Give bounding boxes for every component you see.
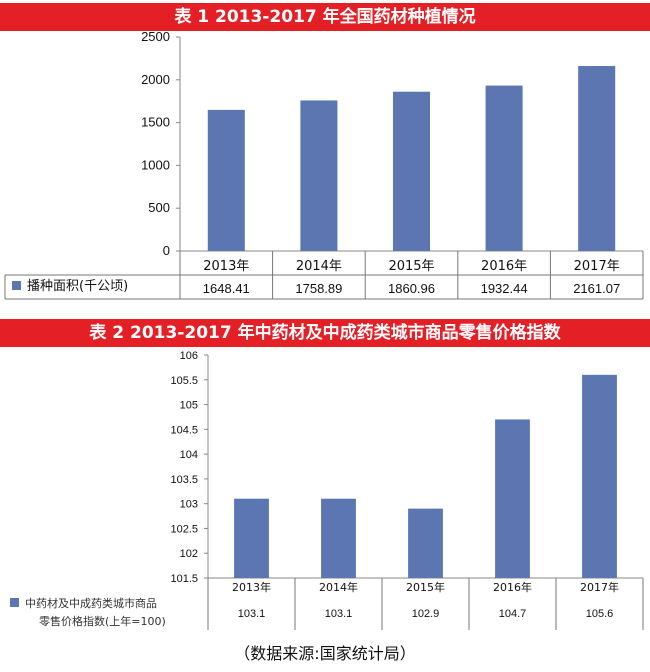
chart2-y-tick-label: 103: [180, 499, 198, 511]
chart2-value-label: 104.7: [499, 608, 527, 620]
chart2-value-label: 102.9: [412, 608, 440, 620]
chart2-category-label: 2015年: [406, 580, 445, 594]
chart1-value-label: 1648.41: [203, 281, 250, 296]
chart1-y-tick-label: 2500: [141, 29, 170, 44]
chart2-bar: [495, 419, 530, 578]
chart2-bar: [234, 498, 269, 578]
chart1-legend-label: 播种面积(千公顷): [27, 279, 128, 294]
chart1-bar: [207, 109, 245, 251]
chart1-value-label: 1758.89: [295, 281, 342, 296]
chart2-value-label: 103.1: [238, 608, 266, 620]
chart1-title: 表 1 2013-2017 年全国药材种植情况: [0, 3, 650, 31]
chart2-legend-label: 零售价格指数(上年=100): [39, 614, 166, 628]
chart1-value-label: 2161.07: [573, 281, 620, 296]
chart1-category-label: 2017年: [574, 259, 620, 274]
chart2-y-tick-label: 104: [180, 449, 198, 461]
chart1-y-tick-label: 500: [148, 200, 170, 215]
chart1-category-label: 2014年: [296, 259, 342, 274]
chart2-y-tick-label: 101.5: [170, 573, 198, 585]
chart2-y-tick-label: 102: [180, 548, 198, 560]
chart1-legend-swatch: [12, 281, 21, 290]
chart2-category-label: 2016年: [493, 580, 532, 594]
chart2-bar: [582, 374, 617, 578]
data-source-note: （数据来源:国家统计局）: [234, 644, 416, 663]
chart2-bar: [408, 508, 443, 578]
chart1-category-label: 2015年: [388, 259, 434, 274]
chart2-y-tick-label: 103.5: [170, 474, 198, 486]
chart1-bar: [578, 66, 616, 251]
chart1-bar: [392, 91, 431, 252]
chart1-value-label: 1860.96: [388, 281, 435, 296]
chart2-y-tick-label: 106: [180, 350, 198, 362]
chart1-category-label: 2016年: [481, 259, 527, 274]
chart1-y-tick-label: 1500: [141, 115, 170, 130]
chart1-category-label: 2013年: [203, 259, 249, 274]
chart1-bar: [300, 100, 338, 251]
chart2-value-label: 103.1: [325, 608, 353, 620]
chart2-y-tick-label: 105.5: [170, 375, 198, 387]
chart2-legend-swatch: [10, 598, 19, 607]
chart2-category-label: 2014年: [319, 580, 358, 594]
chart2-y-tick-label: 105: [180, 400, 198, 412]
chart2-bar: [321, 498, 356, 578]
chart2-y-tick-label: 102.5: [170, 523, 198, 535]
chart2-legend-label: 中药材及中成药类城市商品: [25, 596, 157, 610]
chart1-bar: [485, 85, 523, 252]
chart1-y-tick-label: 1000: [141, 157, 170, 172]
chart1-y-tick-label: 0: [163, 243, 170, 258]
chart2-value-label: 105.6: [586, 608, 614, 620]
chart2-title: 表 2 2013-2017 年中药材及中成药类城市商品零售价格指数: [0, 319, 650, 347]
chart1-y-tick-label: 2000: [141, 72, 170, 87]
chart1-value-label: 1932.44: [481, 281, 528, 296]
chart2-category-label: 2013年: [232, 580, 271, 594]
chart2-category-label: 2017年: [580, 580, 619, 594]
chart2-y-tick-label: 104.5: [170, 424, 198, 436]
